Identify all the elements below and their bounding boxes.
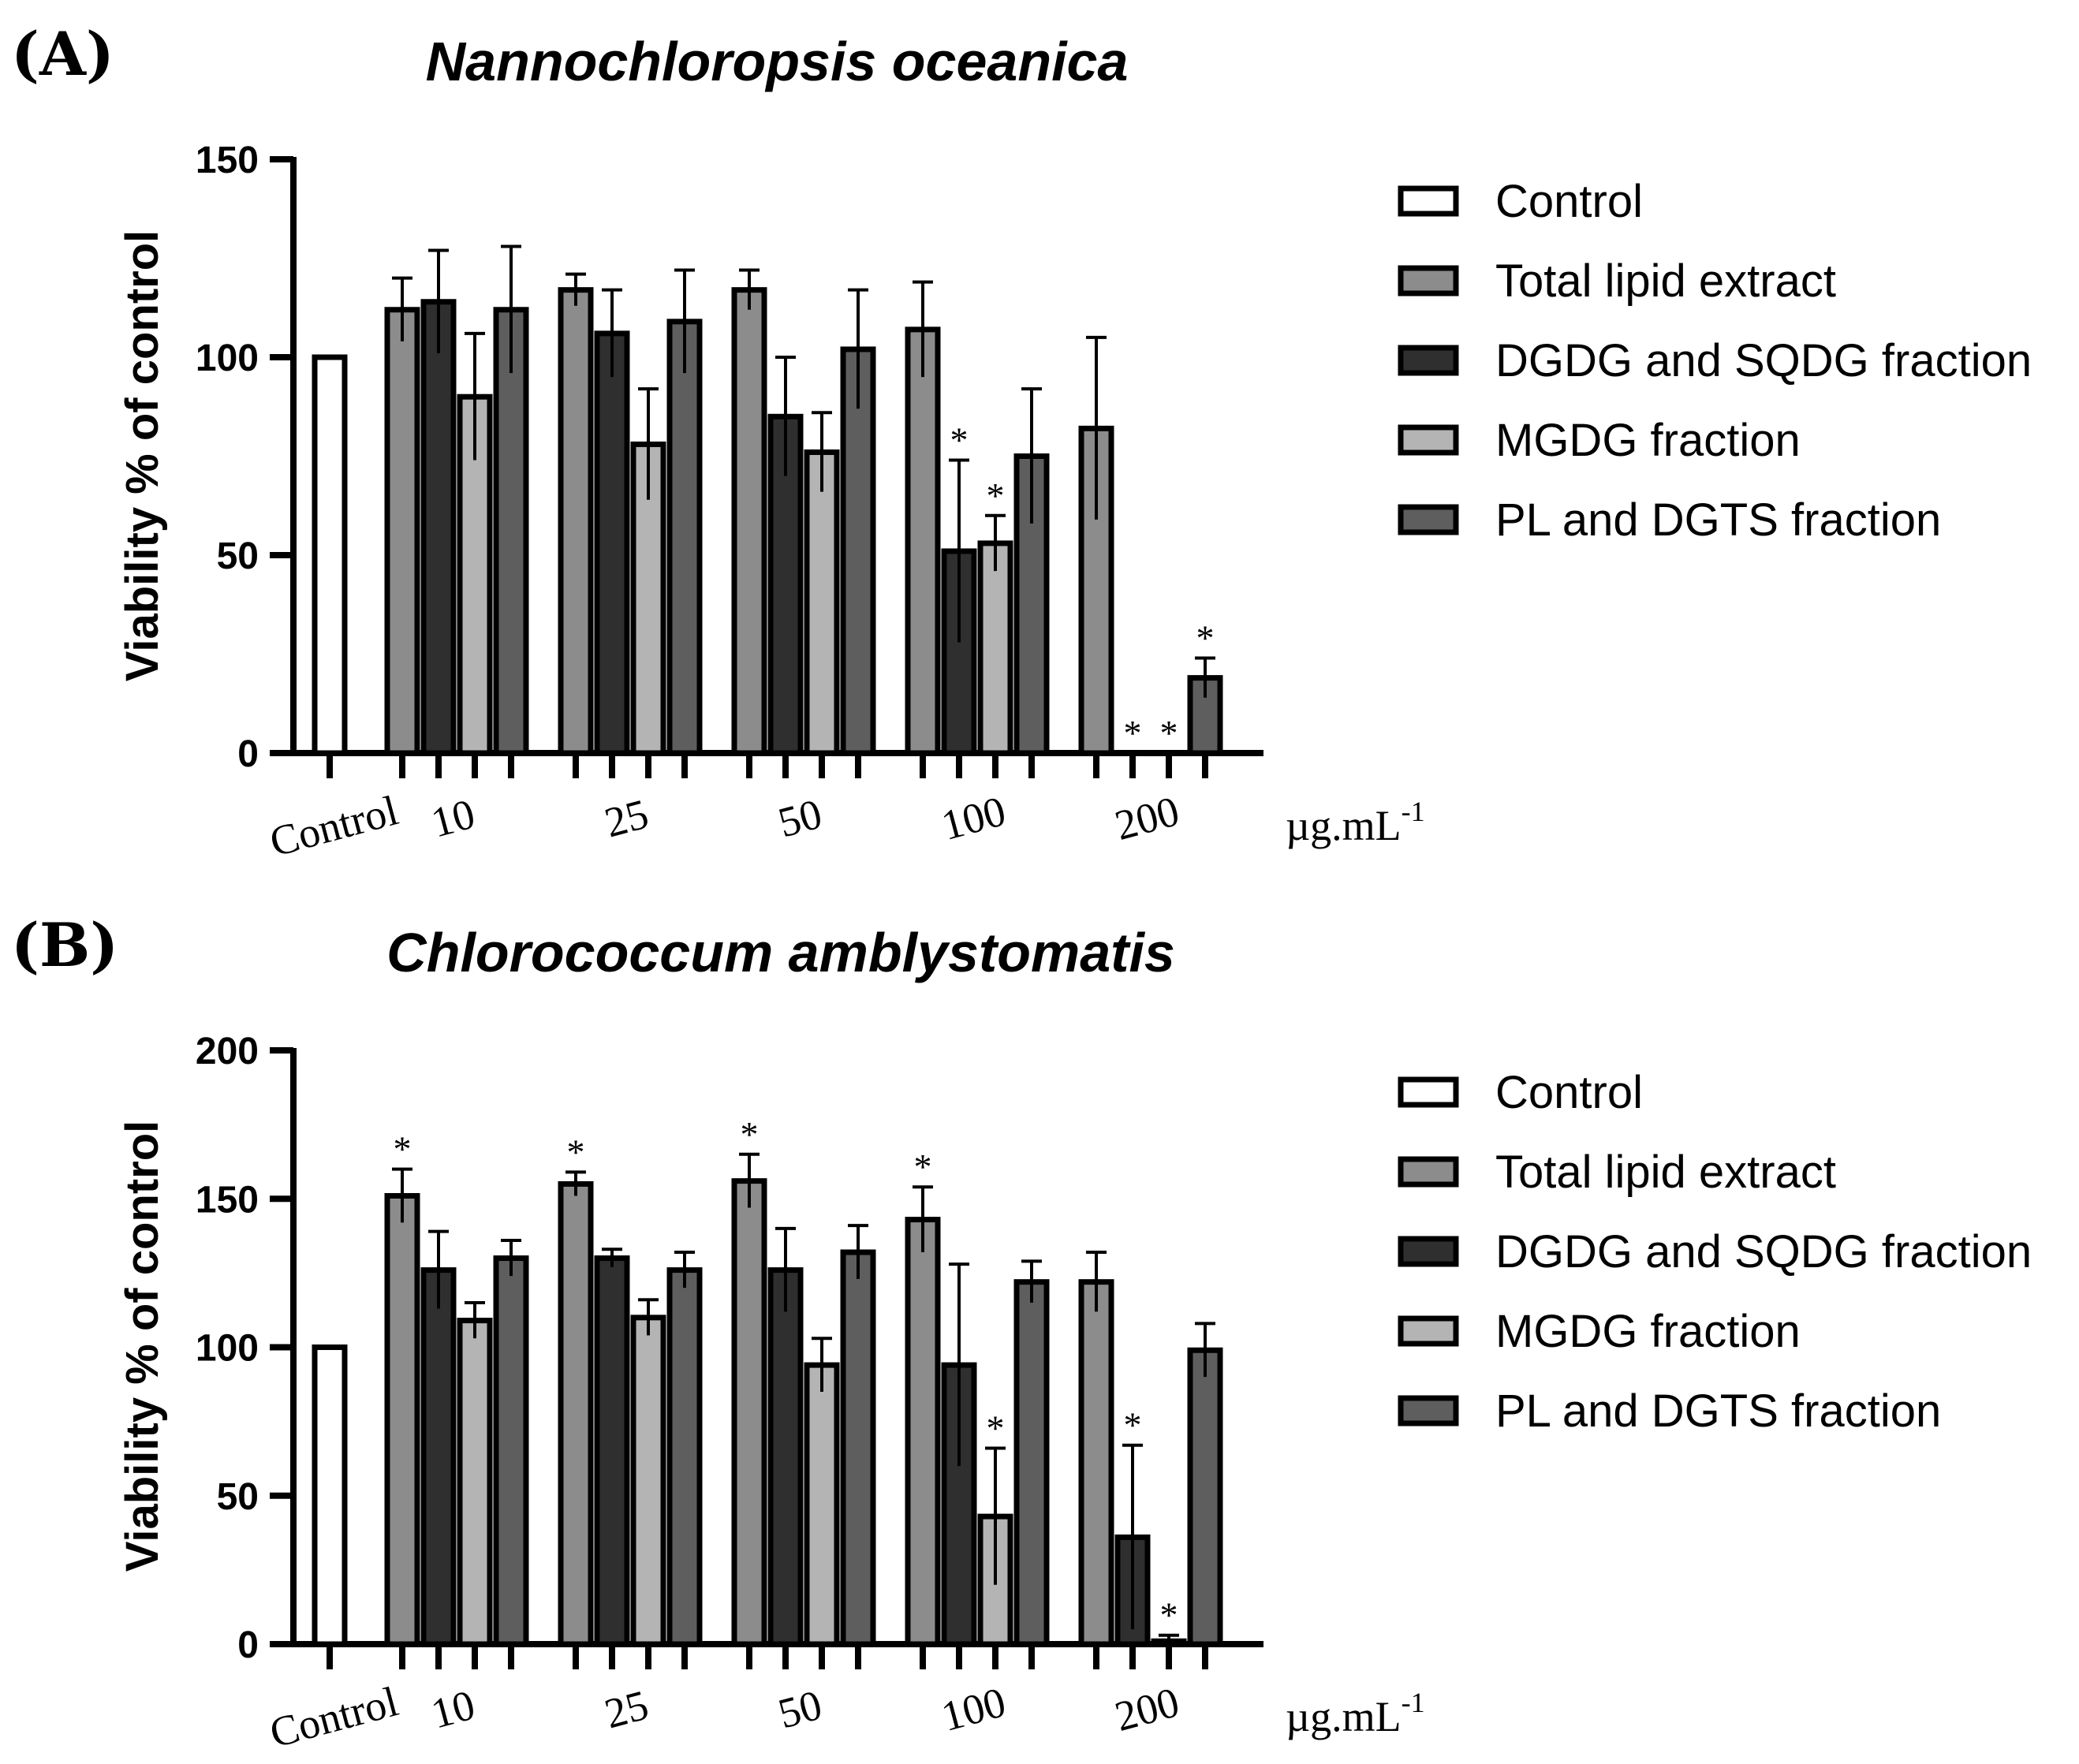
- y-tick-label: 100: [196, 1328, 259, 1370]
- bar: [840, 1249, 876, 1647]
- y-axis-label: Viability % of control: [117, 230, 168, 682]
- x-tick-label: 200: [1110, 787, 1184, 849]
- legend-label: Control: [1495, 1067, 1643, 1118]
- x-tick-label: 50: [773, 790, 827, 847]
- significance-marker: *: [1160, 1595, 1178, 1635]
- legend: Control Total lipid extract DGDG and SQDG …: [1398, 176, 2032, 546]
- bar: [905, 1217, 941, 1647]
- bar: [457, 393, 493, 756]
- y-tick-label: 0: [237, 1624, 259, 1666]
- legend-swatch: [1398, 1395, 1459, 1426]
- panel-label: (A): [11, 19, 114, 89]
- panel-label: (B): [11, 910, 118, 980]
- x-tick-label: 10: [426, 790, 480, 847]
- plot-area: 0 50 100 150 200 Control * 10 * 25 * 50 * * 100 * * 200: [196, 1031, 1263, 1757]
- panel-b: (B) Chlorococcum amblystomatis Viability…: [11, 910, 2032, 1757]
- significance-marker: *: [987, 1408, 1005, 1449]
- significance-marker: *: [394, 1129, 412, 1169]
- bar: [977, 540, 1013, 756]
- y-tick-label: 200: [196, 1031, 259, 1072]
- y-tick-label: 50: [217, 1476, 259, 1518]
- bar: [767, 1267, 804, 1647]
- bar: [1187, 1347, 1223, 1647]
- bar: [731, 1178, 767, 1647]
- x-unit-label: µg.mL-1: [1286, 1687, 1425, 1740]
- legend-label: MGDG fraction: [1495, 415, 1801, 466]
- control-bar: [312, 1344, 348, 1647]
- x-tick-label: 50: [773, 1681, 827, 1738]
- x-tick-label: 25: [599, 1681, 653, 1738]
- y-tick-label: 100: [196, 338, 259, 379]
- x-tick-label: 100: [936, 787, 1010, 849]
- significance-marker: *: [914, 1147, 932, 1187]
- y-tick-label: 150: [196, 1179, 259, 1221]
- y-tick-label: 150: [196, 140, 259, 181]
- legend-swatch: [1398, 424, 1459, 456]
- legend-swatch: [1398, 1236, 1459, 1267]
- x-tick-label: 25: [599, 790, 653, 847]
- bar: [1013, 1279, 1050, 1647]
- bar: [493, 307, 529, 756]
- legend: Control Total lipid extract DGDG and SQDG …: [1398, 1067, 2032, 1437]
- bar: [420, 299, 457, 756]
- legend-swatch: [1398, 504, 1459, 535]
- legend-label: PL and DGTS fraction: [1495, 494, 1941, 546]
- legend-label: DGDG and SQDG fraction: [1495, 1226, 2032, 1277]
- legend-swatch: [1398, 345, 1459, 376]
- significance-marker: *: [950, 420, 969, 461]
- panel-a: (A) Nannochloropsis oceanica Viability %…: [11, 19, 2032, 866]
- y-tick-label: 50: [217, 535, 259, 577]
- bar: [666, 1267, 703, 1647]
- bar: [594, 330, 630, 756]
- bar: [457, 1318, 493, 1647]
- bar: [804, 449, 840, 756]
- significance-marker: *: [1196, 618, 1215, 658]
- bar: [731, 287, 767, 756]
- chart-title: Chlorococcum amblystomatis: [386, 922, 1175, 983]
- bar: [630, 1315, 666, 1647]
- x-tick-label-control: Control: [265, 786, 403, 866]
- x-tick-label: 100: [936, 1678, 1010, 1740]
- bar: [905, 326, 941, 756]
- legend-label: DGDG and SQDG fraction: [1495, 335, 2032, 386]
- legend-swatch: [1398, 1076, 1459, 1108]
- legend-label: Control: [1495, 176, 1643, 227]
- x-tick-label-control: Control: [265, 1677, 403, 1757]
- x-tick-label: 10: [426, 1681, 480, 1738]
- chart-title: Nannochloropsis oceanica: [426, 31, 1129, 92]
- significance-marker: *: [741, 1114, 759, 1154]
- significance-marker: *: [1124, 1405, 1142, 1445]
- x-unit-label: µg.mL-1: [1286, 796, 1425, 849]
- legend-label: Total lipid extract: [1495, 1147, 1836, 1198]
- bar: [384, 1192, 420, 1647]
- legend-swatch: [1398, 265, 1459, 296]
- bar: [384, 307, 420, 756]
- significance-marker: *: [1160, 713, 1178, 753]
- legend-label: PL and DGTS fraction: [1495, 1385, 1941, 1437]
- legend-swatch: [1398, 1315, 1459, 1347]
- significance-marker: *: [987, 475, 1005, 516]
- control-bar: [312, 354, 348, 756]
- x-tick-label: 200: [1110, 1678, 1184, 1740]
- bar: [804, 1362, 840, 1647]
- bar: [840, 346, 876, 756]
- legend-swatch: [1398, 185, 1459, 217]
- bar: [558, 1180, 594, 1647]
- significance-marker: *: [567, 1132, 585, 1172]
- bar: [493, 1255, 529, 1647]
- legend-swatch: [1398, 1156, 1459, 1188]
- bar: [420, 1267, 457, 1647]
- legend-label: MGDG fraction: [1495, 1306, 1801, 1357]
- y-tick-label: 0: [237, 733, 259, 775]
- bar: [666, 319, 703, 756]
- y-axis-label: Viability % of control: [117, 1121, 168, 1572]
- bar: [1078, 425, 1114, 756]
- significance-marker: *: [1124, 713, 1142, 753]
- bar: [1078, 1279, 1114, 1647]
- bar: [594, 1255, 630, 1647]
- bar: [558, 287, 594, 756]
- plot-area: 0 50 100 150 Control 10 25 50 * * 100 * * * 200: [196, 140, 1263, 866]
- legend-label: Total lipid extract: [1495, 255, 1836, 307]
